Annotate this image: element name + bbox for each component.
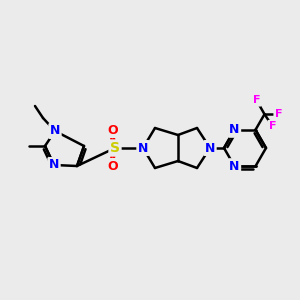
Text: N: N bbox=[49, 158, 59, 172]
Text: F: F bbox=[275, 109, 282, 119]
Text: F: F bbox=[253, 95, 260, 105]
Text: S: S bbox=[110, 141, 120, 155]
Text: O: O bbox=[108, 160, 118, 172]
Text: N: N bbox=[229, 123, 240, 136]
Text: N: N bbox=[229, 160, 240, 173]
Text: F: F bbox=[269, 121, 276, 131]
Text: N: N bbox=[205, 142, 215, 154]
Text: N: N bbox=[50, 124, 60, 137]
Text: N: N bbox=[138, 142, 148, 154]
Text: O: O bbox=[108, 124, 118, 136]
